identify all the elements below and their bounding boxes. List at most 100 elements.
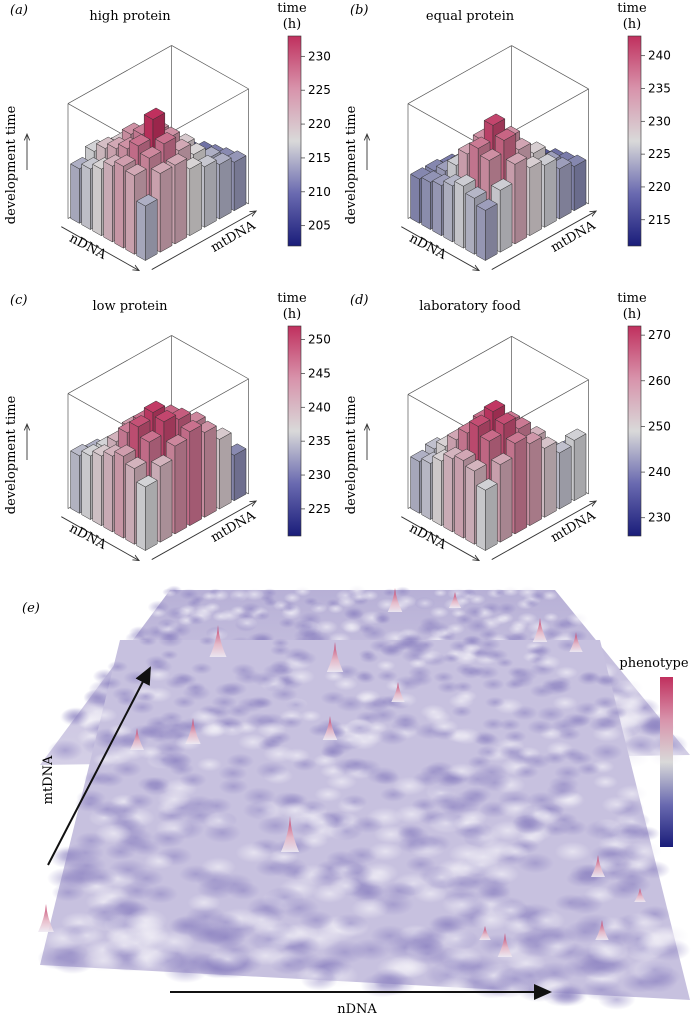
- peak: [497, 933, 513, 957]
- colorbar-tick-label: 235: [648, 82, 671, 96]
- colorbar-tick-label: 230: [308, 468, 331, 482]
- colorbar-tick-label: 210: [308, 185, 331, 199]
- peak: [479, 926, 491, 940]
- colorbar-tick-label: 260: [648, 374, 671, 388]
- box-edge: [67, 335, 172, 394]
- colorbar-tick-label: 225: [648, 147, 671, 161]
- ndna-axis-arrow: [401, 226, 478, 270]
- box-edge: [67, 45, 172, 104]
- peak: [595, 920, 609, 940]
- colorbar-title: time: [617, 1, 647, 16]
- colorbar-tick-label: 250: [308, 333, 331, 347]
- mtdna-axis-arrow: [491, 211, 596, 270]
- colorbar-tick-label: 230: [308, 49, 331, 63]
- mtdna-axis-arrow: [151, 501, 256, 560]
- peak: [38, 904, 54, 932]
- panel-title: equal protein: [426, 9, 515, 24]
- colorbar-tick-label: 270: [648, 328, 671, 342]
- x-axis-label: nDNA: [67, 521, 110, 553]
- z-axis-label: development time: [4, 105, 19, 224]
- colorbar-tick-label: 250: [648, 419, 671, 433]
- colorbar: [660, 677, 673, 847]
- panel-label: (d): [350, 293, 368, 308]
- box-edge: [407, 103, 486, 148]
- colorbar-tick-label: 215: [308, 151, 331, 165]
- colorbar-tick-label: 240: [308, 400, 331, 414]
- mtdna-axis-arrow: [151, 211, 256, 270]
- colorbar-tick-label: 205: [308, 219, 331, 233]
- colorbar-title: time: [277, 1, 307, 16]
- peak: [326, 642, 344, 672]
- surface-peaks: [38, 588, 646, 957]
- box-edge: [171, 335, 249, 380]
- x-axis-label: nDNA: [67, 231, 110, 263]
- box-edge: [511, 45, 589, 90]
- colorbar-tick-label: 220: [648, 180, 671, 194]
- box-edge: [171, 45, 249, 90]
- mtdna-axis-arrow: [491, 501, 596, 560]
- surface-texture-near: [37, 633, 691, 1010]
- colorbar-unit: (h): [623, 17, 642, 32]
- colorbar-tick-label: 215: [648, 213, 671, 227]
- peak: [280, 816, 300, 852]
- colorbar: [627, 35, 642, 247]
- colorbar-tick-label: 230: [648, 511, 671, 525]
- colorbar-title: time: [617, 291, 647, 306]
- panel-label: (e): [22, 601, 40, 616]
- panel-label: (c): [10, 293, 27, 308]
- x-axis-label: nDNA: [407, 521, 450, 553]
- z-axis-label: development time: [344, 395, 359, 514]
- colorbar-tick-label: 230: [648, 114, 671, 128]
- box-edge: [407, 336, 512, 395]
- panel-title: high protein: [89, 9, 171, 24]
- bar-0-0: [476, 198, 498, 261]
- colorbar-tick-label: 240: [648, 49, 671, 63]
- panel-title: laboratory food: [419, 299, 521, 314]
- bar-0-0: [476, 478, 498, 551]
- peak: [532, 618, 548, 642]
- box-edge: [407, 45, 512, 104]
- bar-0-0: [136, 194, 158, 261]
- ndna-axis-arrow: [61, 226, 138, 270]
- panel-title: low protein: [92, 299, 168, 314]
- mtdna-axis-arrow: [47, 666, 151, 866]
- bar-0-1: [150, 161, 173, 253]
- panel-label: (b): [350, 3, 368, 18]
- z-axis-label: development time: [4, 395, 19, 514]
- ndna-axis-arrow: [401, 516, 478, 560]
- bar-0-0: [136, 475, 158, 551]
- x-axis-label: nDNA: [337, 1002, 377, 1017]
- colorbar-unit: (h): [623, 307, 642, 322]
- panel-label: (a): [10, 3, 28, 18]
- colorbar-tick-label: 220: [308, 117, 331, 131]
- colorbar-tick-label: 245: [308, 366, 331, 380]
- x-axis-label: nDNA: [407, 231, 450, 263]
- y-axis-label: mtDNA: [41, 755, 56, 804]
- colorbar: [287, 35, 302, 247]
- peak: [634, 888, 646, 902]
- colorbar-unit: (h): [283, 17, 302, 32]
- colorbar-title: phenotype: [619, 656, 688, 671]
- colorbar-tick-label: 240: [648, 465, 671, 479]
- peak: [130, 728, 144, 750]
- peak: [322, 716, 338, 740]
- peak: [387, 588, 403, 612]
- colorbar-title: time: [277, 291, 307, 306]
- z-axis-label: development time: [344, 105, 359, 224]
- box-edge: [511, 336, 589, 381]
- peak: [591, 855, 605, 877]
- peak: [209, 625, 227, 657]
- colorbar-tick-label: 225: [308, 83, 331, 97]
- colorbar-unit: (h): [283, 307, 302, 322]
- panel-e: (e) mtDNA nDNA phenotype: [22, 584, 691, 1017]
- ndna-axis-arrow: [61, 516, 138, 560]
- colorbar-tick-label: 235: [308, 434, 331, 448]
- peak: [391, 682, 405, 702]
- peak: [569, 632, 583, 652]
- peak: [185, 718, 201, 744]
